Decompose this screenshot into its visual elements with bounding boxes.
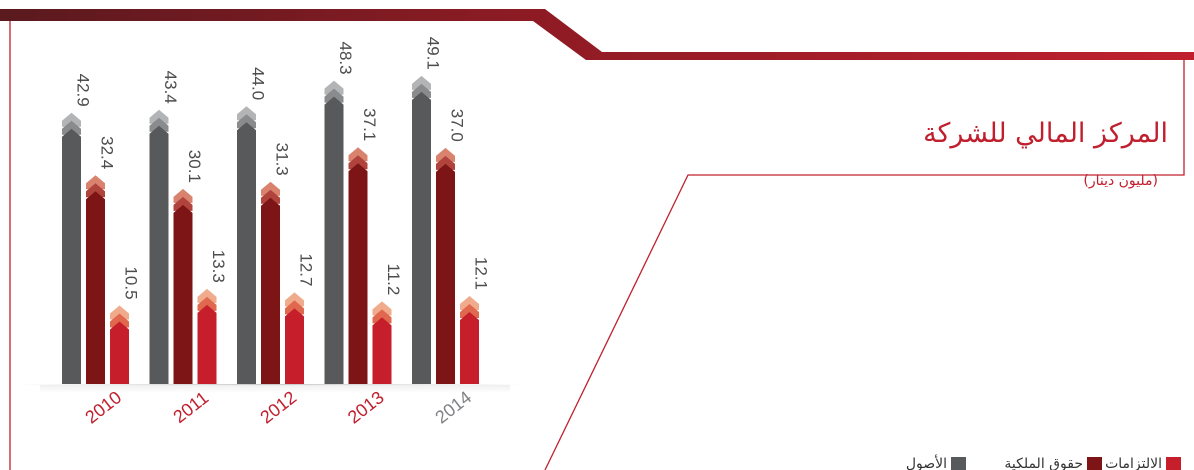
legend-label-equity: حقوق الملكية: [1004, 456, 1083, 470]
year-label-2010: 2010: [81, 387, 125, 427]
bar-cap: [173, 188, 193, 203]
bar-liabilities-2011: [197, 288, 217, 384]
chart-year-labels: 2010 2011 2012 2013 2014: [81, 387, 475, 427]
bar-equity-2010: [86, 175, 105, 384]
bar-cap: [348, 155, 368, 170]
value-label-assets-2011: 43.4: [161, 71, 180, 104]
bar-liabilities-2014: [460, 296, 479, 384]
bar-cap: [86, 175, 105, 190]
bar-body: [110, 321, 129, 384]
bar-body: [62, 128, 81, 384]
bar-cap: [372, 309, 392, 324]
bar-assets-2013: [324, 80, 344, 385]
bar-cap: [372, 301, 392, 316]
year-label-2013: 2013: [344, 387, 388, 427]
value-label-liabilities-2012: 12.7: [297, 253, 316, 286]
chart-legend: الالتزامات حقوق الملكية الأصول: [906, 454, 1181, 470]
bar-cap: [324, 80, 344, 95]
bar-cap: [285, 292, 304, 307]
bar-cap: [110, 305, 129, 320]
value-label-assets-2013: 48.3: [336, 42, 355, 75]
bar-cap: [412, 75, 431, 90]
bar-cap: [197, 288, 217, 303]
value-label-assets-2012: 44.0: [249, 67, 268, 100]
bar-body: [197, 304, 217, 384]
value-label-equity-2013: 37.1: [360, 108, 379, 141]
bar-body: [173, 204, 193, 384]
value-label-liabilities-2010: 10.5: [122, 266, 141, 299]
bar-body: [261, 197, 280, 384]
bar-assets-2014: [412, 75, 431, 384]
bar-cap: [237, 106, 256, 121]
bar-cap: [149, 117, 169, 132]
bar-cap: [237, 114, 256, 129]
bar-body: [324, 96, 344, 385]
legend-label-liabilities: الالتزامات: [1105, 456, 1162, 470]
bar-cap: [460, 296, 479, 311]
bar-body: [149, 125, 169, 385]
bar-body: [436, 163, 455, 384]
bar-liabilities-2013: [372, 301, 392, 384]
bar-cap: [261, 189, 280, 204]
bar-body: [460, 312, 479, 384]
bar-body: [237, 122, 256, 384]
value-label-liabilities-2014: 12.1: [472, 257, 491, 290]
bar-liabilities-2012: [285, 292, 304, 384]
chart-floor: [16, 384, 526, 393]
value-label-equity-2011: 30.1: [185, 150, 204, 183]
bar-cap: [412, 83, 431, 98]
bar-assets-2012: [237, 106, 256, 384]
bar-liabilities-2010: [110, 305, 129, 384]
legend-swatch-assets: [951, 457, 966, 470]
page-subtitle: (مليون دينار): [1083, 173, 1158, 189]
value-label-equity-2012: 31.3: [273, 143, 292, 176]
bar-body: [372, 317, 392, 384]
bar-cap: [86, 183, 105, 198]
frame-lines: [9, 21, 1185, 470]
bar-body: [86, 191, 105, 384]
legend-label-assets: الأصول: [906, 454, 947, 470]
header-banner: [0, 9, 1194, 60]
bar-equity-2013: [348, 147, 368, 384]
value-label-liabilities-2013: 11.2: [384, 264, 403, 296]
year-label-2014: 2014: [431, 387, 475, 427]
year-label-2012: 2012: [256, 387, 300, 427]
bar-cap: [173, 196, 193, 211]
page-title: المركز المالي للشركة: [923, 118, 1168, 149]
value-label-assets-2014: 49.1: [424, 37, 443, 70]
bar-cap: [149, 109, 169, 124]
legend-swatch-liabilities: [1166, 457, 1181, 470]
year-label-2011: 2011: [169, 387, 212, 427]
bar-cap: [62, 112, 81, 127]
bar-body: [412, 91, 431, 384]
bar-cap: [436, 147, 455, 162]
bar-equity-2014: [436, 147, 455, 384]
bar-cap: [261, 181, 280, 196]
bar-assets-2010: [62, 112, 81, 384]
bar-cap: [460, 304, 479, 319]
bar-cap: [110, 313, 129, 328]
bar-cap: [348, 147, 368, 162]
legend-swatch-equity: [1087, 457, 1102, 470]
bar-cap: [62, 120, 81, 135]
bar-cap: [324, 88, 344, 103]
bar-assets-2011: [149, 109, 169, 385]
value-label-equity-2014: 37.0: [448, 109, 467, 142]
chart-bars: [62, 75, 479, 385]
chart-value-labels: 42.9 32.4 10.5 43.4 30.1 13.3 44.0 31.3 12.7 48.3…: [74, 37, 491, 300]
value-label-equity-2010: 32.4: [98, 136, 117, 169]
bar-cap: [285, 300, 304, 315]
bar-body: [285, 308, 304, 384]
bar-equity-2012: [261, 181, 280, 384]
value-label-assets-2010: 42.9: [74, 74, 93, 107]
bar-body: [348, 163, 368, 384]
bar-cap: [436, 155, 455, 170]
value-label-liabilities-2011: 13.3: [209, 250, 228, 283]
bar-cap: [197, 296, 217, 311]
bar-equity-2011: [173, 188, 193, 384]
